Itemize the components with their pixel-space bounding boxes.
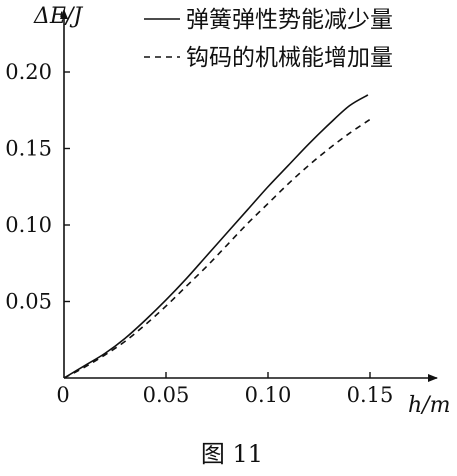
legend-label-spring: 弹簧弹性势能减少量: [186, 7, 393, 33]
origin-label: 0: [56, 383, 69, 407]
x-tick-label: 0.10: [245, 383, 292, 407]
x-axis-label: h/m: [408, 393, 450, 418]
legend-label-hook: 钩码的机械能增加量: [186, 45, 393, 71]
legend: 弹簧弹性势能减少量 钩码的机械能增加量: [144, 7, 393, 71]
series-group: [63, 94, 371, 379]
x-ticks: 0.05 0.10 0.15: [143, 372, 394, 407]
y-axis-label: ΔE/J: [33, 4, 83, 29]
series-line-spring: [63, 94, 369, 379]
x-tick-label: 0.15: [347, 383, 394, 407]
x-tick-label: 0.05: [143, 383, 190, 407]
series-line-hook: [63, 118, 371, 379]
figure-caption: 图 11: [201, 440, 263, 468]
y-ticks: 0.05 0.10 0.15 0.20: [5, 60, 70, 314]
y-tick-label: 0.15: [5, 137, 52, 161]
y-tick-label: 0.20: [5, 60, 52, 84]
y-tick-label: 0.10: [5, 213, 52, 237]
y-tick-label: 0.05: [5, 290, 52, 314]
